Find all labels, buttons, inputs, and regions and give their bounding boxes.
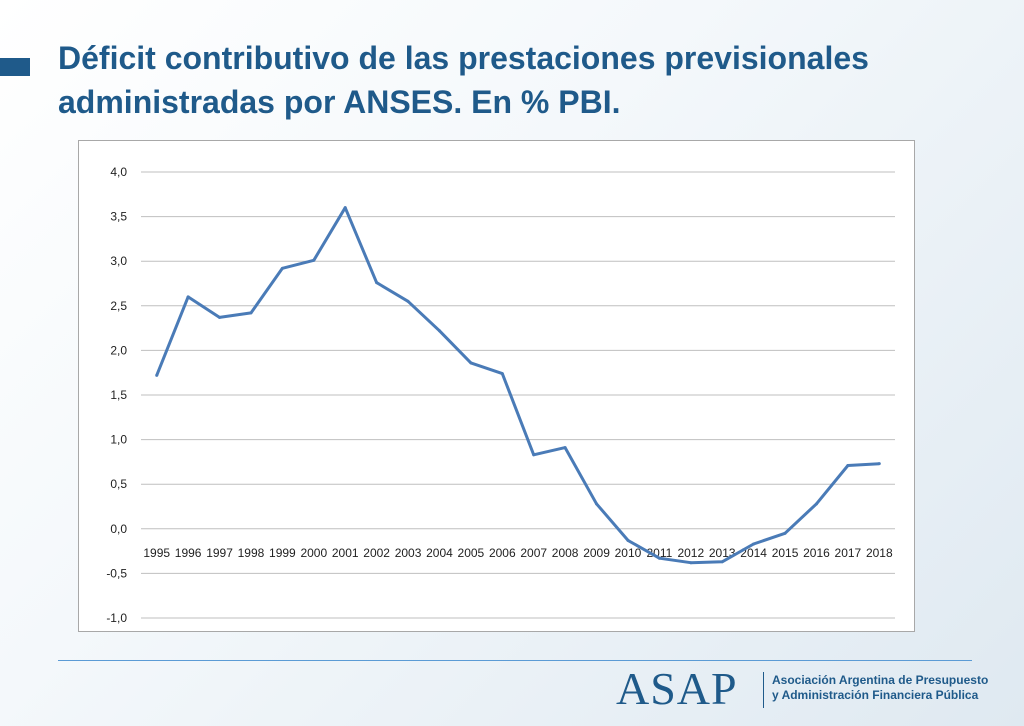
footer-divider-line	[58, 660, 972, 661]
y-tick-label: 4,0	[110, 165, 127, 179]
x-tick-label: 2006	[489, 546, 516, 560]
x-axis-tick-labels: 1995 1996 1997 1998 1999 2000 2001 2002 2003 2004…	[143, 546, 893, 560]
x-tick-label: 1996	[175, 546, 202, 560]
gridlines	[141, 171, 895, 619]
data-point	[595, 502, 599, 506]
y-tick-label: 1,0	[110, 433, 127, 447]
organization-name-line-1: Asociación Argentina de Presupuesto	[772, 673, 989, 687]
y-tick-label: 0,5	[110, 477, 127, 491]
x-tick-label: 2017	[835, 546, 862, 560]
data-point	[312, 258, 316, 262]
x-tick-label: 2008	[552, 546, 579, 560]
y-tick-label: 2,0	[110, 343, 127, 357]
x-tick-label: 2004	[426, 546, 453, 560]
data-point	[752, 542, 756, 546]
x-tick-label: 2010	[615, 546, 642, 560]
data-point	[814, 502, 818, 506]
y-tick-label: -0,5	[106, 566, 127, 580]
y-axis-tick-labels: -1,0 -0,5 0,0 0,5 1,0 1,5 2,0 2,5 3,0 3,5 4,0	[106, 165, 127, 625]
x-tick-label: 2005	[458, 546, 485, 560]
x-tick-label: 1995	[143, 546, 170, 560]
x-tick-label: 2011	[646, 546, 672, 560]
slide-title: Déficit contributivo de las prestaciones…	[58, 40, 869, 120]
y-tick-label: 2,5	[110, 299, 127, 313]
data-point	[375, 281, 379, 285]
data-point	[249, 311, 253, 315]
data-point	[846, 463, 850, 467]
logo-separator	[763, 672, 764, 708]
x-tick-label: 1999	[269, 546, 296, 560]
data-point	[877, 462, 881, 466]
organization-name: Asociación Argentina de Presupuesto y Ad…	[772, 673, 1002, 703]
x-tick-label: 2007	[520, 546, 547, 560]
x-tick-label: 2015	[772, 546, 799, 560]
data-point	[783, 531, 787, 535]
data-point	[343, 206, 347, 210]
data-point	[186, 295, 190, 299]
data-point	[563, 446, 567, 450]
data-point	[155, 373, 159, 377]
x-tick-label: 2003	[395, 546, 422, 560]
y-tick-label: 0,0	[110, 522, 127, 536]
y-tick-label: 3,0	[110, 254, 127, 268]
data-point	[689, 561, 693, 565]
series-layer	[155, 206, 881, 565]
data-point	[280, 266, 284, 270]
data-point	[532, 453, 536, 457]
data-point	[626, 538, 630, 542]
y-tick-label: 3,5	[110, 210, 127, 224]
x-tick-label: 2000	[300, 546, 327, 560]
x-tick-label: 1998	[238, 546, 265, 560]
x-tick-label: 2016	[803, 546, 830, 560]
x-tick-label: 2009	[583, 546, 610, 560]
chart-frame: -1,0 -0,5 0,0 0,5 1,0 1,5 2,0 2,5 3,0 3,5 4,0 1995…	[78, 140, 915, 632]
data-point	[406, 299, 410, 303]
x-tick-label: 2018	[866, 546, 893, 560]
x-tick-label: 2002	[363, 546, 390, 560]
y-tick-label: 1,5	[110, 388, 127, 402]
data-point	[720, 560, 724, 564]
series-line	[155, 206, 880, 565]
data-point	[500, 372, 504, 376]
data-point	[657, 556, 661, 560]
data-point	[437, 329, 441, 333]
data-point	[218, 315, 222, 319]
x-tick-label: 2012	[677, 546, 704, 560]
x-tick-label: 1997	[206, 546, 233, 560]
line-chart: -1,0 -0,5 0,0 0,5 1,0 1,5 2,0 2,5 3,0 3,5 4,0 1995…	[106, 165, 895, 625]
data-point	[469, 361, 473, 365]
asap-logo: ASAP	[616, 663, 738, 714]
title-accent-square	[0, 58, 30, 76]
organization-name-line-2: y Administración Financiera Pública	[772, 688, 979, 702]
y-tick-label: -1,0	[106, 611, 127, 625]
x-tick-label: 2001	[332, 546, 359, 560]
